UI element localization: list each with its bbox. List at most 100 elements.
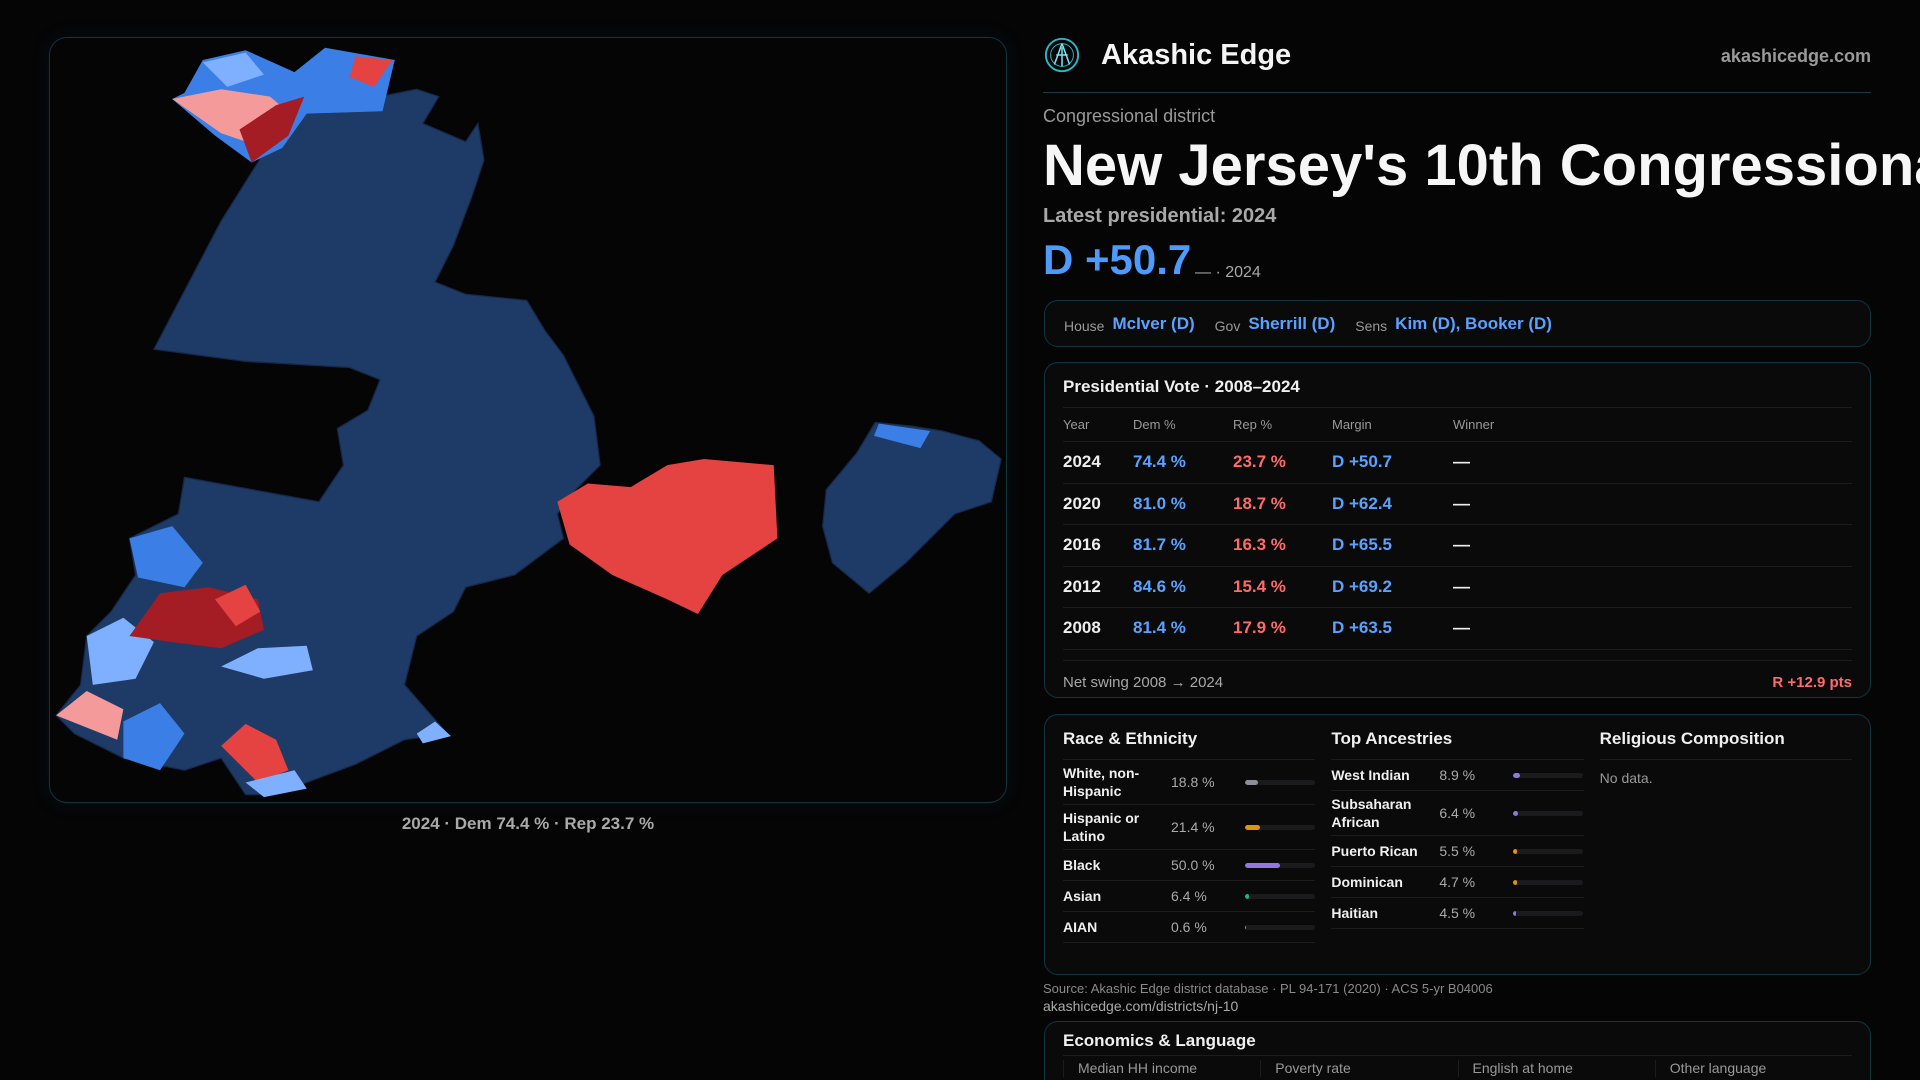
table-row: 2008 81.4 % 17.9 % D +63.5 — (1063, 608, 1852, 650)
stat-median-income: Median HH income (1063, 1060, 1260, 1077)
percent-bar (1245, 779, 1315, 785)
sens-label: Sens (1355, 317, 1388, 334)
item-percent: 18.8 % (1171, 774, 1215, 790)
district-kicker: Congressional district (1043, 106, 1216, 126)
winner-cell: — (1453, 618, 1470, 638)
ancestry-section: Top Ancestries West Indian 8.9 % Subsahara… (1331, 729, 1584, 960)
percent-bar (1245, 862, 1315, 868)
precinct-map[interactable] (50, 38, 1006, 802)
dem-cell: 81.0 % (1133, 493, 1186, 513)
map-region-east[interactable] (822, 421, 1002, 595)
list-item: Subsaharan African 6.4 % (1331, 791, 1584, 836)
item-label: Hispanic or Latino (1063, 810, 1140, 844)
percent-bar-fill (1513, 810, 1518, 816)
map-region-north-rep2[interactable] (349, 56, 393, 87)
percent-bar (1513, 810, 1584, 816)
dem-cell: 81.4 % (1133, 618, 1186, 638)
percent-bar-fill (1245, 893, 1250, 899)
list-item: West Indian 8.9 % (1331, 760, 1584, 791)
percent-bar-fill (1245, 779, 1259, 785)
stat-english: English at home (1457, 1060, 1655, 1077)
rep-cell: 23.7 % (1233, 452, 1286, 472)
percent-bar-fill (1513, 879, 1517, 885)
rep-cell: 15.4 % (1233, 576, 1286, 596)
item-label: Haitian (1331, 905, 1379, 921)
brand-name: Akashic Edge (1101, 38, 1292, 71)
map-region-sw-dem2[interactable] (123, 703, 185, 771)
district-map[interactable] (49, 37, 1007, 803)
dem-cell: 81.7 % (1133, 535, 1186, 555)
year-cell: 2020 (1063, 493, 1101, 513)
item-percent: 4.7 % (1439, 874, 1476, 890)
table-row: 2024 74.4 % 23.7 % D +50.7 — (1063, 442, 1852, 484)
stat-other-language: Other language (1654, 1060, 1852, 1077)
map-region-sw-lean-rep[interactable] (56, 690, 124, 740)
source-note: Source: Akashic Edge district database ·… (1043, 981, 1493, 996)
swing-value: R +12.9 pts (1772, 673, 1852, 691)
gov-label: Gov (1214, 317, 1241, 334)
economics-title: Economics & Language (1063, 1031, 1852, 1056)
table-header: Year Dem % Rep % Margin Winner (1063, 408, 1852, 442)
item-percent: 0.6 % (1171, 919, 1207, 935)
senators[interactable]: Kim (D), Booker (D) (1395, 313, 1552, 333)
rep-cell: 18.7 % (1233, 493, 1286, 513)
item-percent: 4.5 % (1439, 905, 1476, 921)
item-label: Asian (1063, 888, 1102, 904)
house-label: House (1064, 317, 1105, 334)
map-region-sw-lean-dem2[interactable] (221, 645, 313, 679)
governor[interactable]: Sherrill (D) (1248, 313, 1336, 333)
economics-card: Economics & Language Median HH income Po… (1044, 1021, 1871, 1080)
map-region-north-lean-dem[interactable] (202, 52, 264, 87)
percent-bar-fill (1513, 910, 1517, 916)
list-item: AIAN 0.6 % (1063, 912, 1316, 943)
page-url[interactable]: akashicedge.com/districts/nj-10 (1043, 998, 1239, 1014)
rep-cell: 16.3 % (1233, 535, 1286, 555)
officials-bar: House McIver (D) Gov Sherrill (D) Sens K… (1044, 300, 1871, 347)
map-region-sw-rep2[interactable] (221, 723, 289, 783)
percent-bar (1245, 924, 1315, 930)
col-winner: Winner (1453, 417, 1495, 432)
table-row: 2020 81.0 % 18.7 % D +62.4 — (1063, 484, 1852, 525)
item-label: Dominican (1331, 874, 1403, 890)
brand[interactable]: Akashic Edge (1043, 36, 1291, 74)
detail-panel: Akashic Edge akashicedge.com Congression… (1043, 0, 1920, 1080)
winner-cell: — (1453, 535, 1470, 555)
map-region-east-dem[interactable] (873, 423, 931, 449)
religion-section: Religious Composition No data. (1599, 729, 1852, 960)
map-region-sw-rep[interactable] (215, 584, 261, 627)
item-percent: 5.5 % (1439, 843, 1476, 859)
latest-presidential: Latest presidential: 2024 (1043, 205, 1277, 227)
map-region-main[interactable] (55, 88, 601, 796)
religion-title: Religious Composition (1599, 729, 1852, 760)
stat-poverty: Poverty rate (1260, 1060, 1457, 1077)
col-margin: Margin (1332, 417, 1372, 432)
list-item: Haitian 4.5 % (1331, 898, 1584, 929)
presidential-vote-card: Presidential Vote · 2008–2024 Year Dem %… (1044, 362, 1871, 698)
table-row: 2016 81.7 % 16.3 % D +65.5 — (1063, 525, 1852, 567)
map-region-north-rep[interactable] (239, 96, 305, 163)
race-title: Race & Ethnicity (1063, 729, 1316, 760)
col-rep: Rep % (1233, 417, 1273, 432)
map-region-se-lean-dem[interactable] (416, 721, 451, 744)
map-caption: 2024 · Dem 74.4 % · Rep 23.7 % (401, 814, 655, 833)
winner-cell: — (1453, 576, 1470, 596)
margin-cell: D +63.5 (1332, 618, 1393, 638)
item-percent: 6.4 % (1171, 888, 1207, 904)
presidential-title: Presidential Vote · 2008–2024 (1063, 377, 1852, 408)
religion-empty: No data. (1599, 770, 1653, 786)
site-link[interactable]: akashicedge.com (1720, 46, 1871, 66)
house-rep[interactable]: McIver (D) (1112, 313, 1195, 333)
map-region-red-blob[interactable] (557, 459, 778, 615)
list-item: Hispanic or Latino 21.4 % (1063, 805, 1316, 850)
map-region-s-lean-dem[interactable] (245, 770, 307, 798)
list-item: Asian 6.4 % (1063, 881, 1316, 912)
ancestry-title: Top Ancestries (1331, 729, 1584, 760)
winner-cell: — (1453, 493, 1470, 513)
percent-bar (1513, 910, 1584, 916)
map-region-sw-dem[interactable] (129, 526, 203, 588)
percent-bar-fill (1245, 824, 1260, 830)
percent-bar (1513, 879, 1584, 885)
item-label: Puerto Rican (1331, 843, 1418, 859)
list-item: Black 50.0 % (1063, 850, 1316, 881)
rep-cell: 17.9 % (1233, 618, 1286, 638)
